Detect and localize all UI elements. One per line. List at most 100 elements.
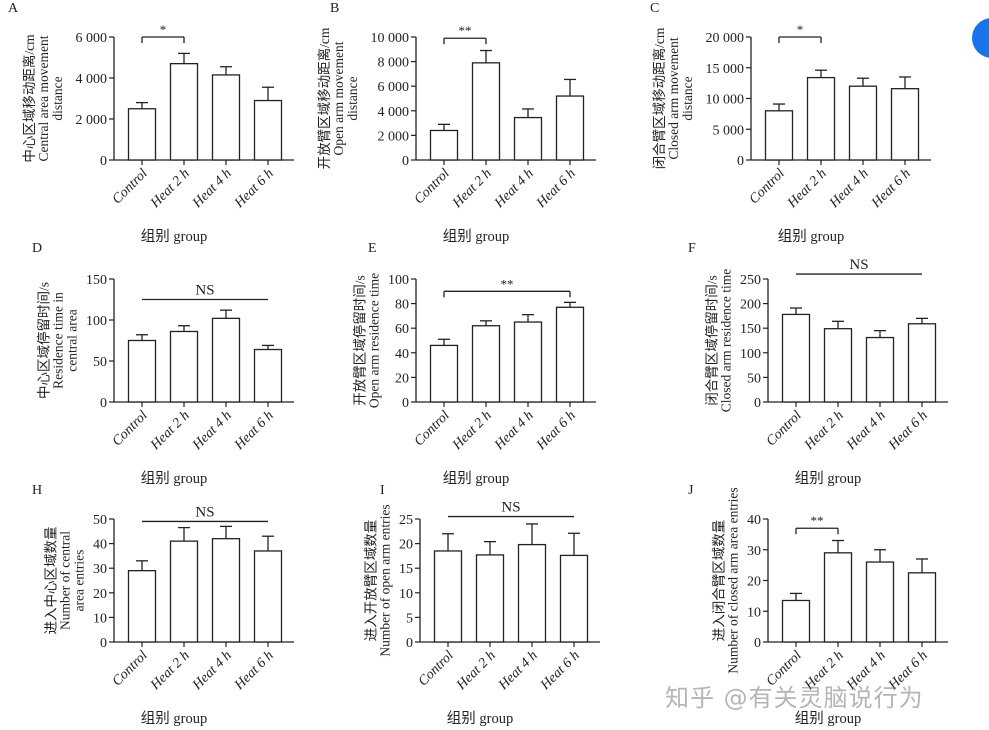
y-tick-label: 40 (93, 538, 107, 553)
bar-heat-4-h (211, 74, 241, 161)
panel-h: H 0 10 20 30 40 50 进入中心区域数量 Number of central are… (32, 483, 294, 727)
bar-heat-4-h (865, 561, 895, 643)
bar-control (433, 550, 463, 643)
y-tick-label: 30 (93, 562, 107, 577)
significance-label: NS (501, 500, 520, 516)
y-tick-label: 40 (395, 347, 409, 362)
bar-control (781, 313, 811, 403)
x-tick-label: Control (412, 166, 453, 207)
y-tick-label: 0 (402, 396, 409, 411)
x-tick-label: Heat 4 h (843, 408, 888, 453)
panel-i: I 0 5 10 15 20 25 进入开放臂区域数量 Number of open arm e… (364, 483, 600, 727)
bar-heat-4-h (211, 317, 241, 403)
significance-label: * (160, 22, 167, 37)
x-tick-label: Heat 6 h (537, 648, 582, 693)
y-axis-title-line: 开放臂区域移动距离/cm (316, 27, 332, 169)
y-axis-title-line: Open arm movement (331, 41, 346, 155)
bar-control (429, 344, 459, 403)
panel-label: D (32, 241, 42, 256)
y-tick-label: 10 (93, 611, 107, 626)
bar-control (127, 339, 157, 403)
y-tick-label: 60 (395, 322, 409, 337)
x-tick-label: Heat 2 h (147, 408, 192, 453)
bar-heat-6-h (253, 99, 283, 161)
panel-c: C 0 5 000 10 000 15 000 20 000 闭合臂区域移动距离/cm Clo… (650, 1, 931, 245)
y-tick-label: 25 (399, 513, 413, 528)
panel-f: F 0 50 100 150 200 250 闭合臂区域停留时间/s Closed arm re… (688, 241, 948, 487)
significance-label: NS (195, 504, 214, 520)
bar-heat-2-h (169, 63, 199, 161)
y-axis-title-line: Number of closed arm area entries (726, 487, 741, 673)
y-axis-title-line: Number of central (58, 531, 73, 630)
x-tick-label: Control (416, 648, 457, 689)
y-tick-label: 6 000 (378, 80, 410, 95)
bar-heat-6-h (559, 554, 589, 643)
bar-heat-2-h (823, 552, 853, 643)
panel-label: B (330, 1, 339, 16)
bar-control (781, 599, 811, 643)
bar-heat-6-h (907, 572, 937, 643)
bar-heat-2-h (169, 330, 199, 403)
bar-heat-2-h (806, 76, 836, 161)
x-axis-title: 组别 group (141, 470, 207, 487)
significance-label: * (797, 22, 804, 37)
x-tick-label: Heat 6 h (231, 648, 276, 693)
x-tick-label: Control (764, 408, 805, 449)
y-tick-label: 100 (740, 347, 761, 362)
x-tick-label: Control (110, 408, 151, 449)
panel-label: C (650, 1, 659, 16)
bar-heat-2-h (823, 328, 853, 403)
y-axis-title-line: 中心区域移动距离/cm (21, 34, 37, 163)
y-axis-title-line: central area (64, 309, 79, 372)
bar-heat-4-h (517, 543, 547, 643)
y-tick-label: 2 000 (76, 113, 108, 128)
y-tick-label: 50 (93, 355, 107, 370)
x-tick-label: Heat 6 h (231, 408, 276, 453)
x-axis-title: 组别 group (141, 710, 207, 727)
bar-heat-4-h (513, 116, 543, 161)
y-axis-title-line: Residence time in (50, 292, 65, 389)
bar-heat-6-h (907, 323, 937, 403)
x-tick-label: Heat 2 h (453, 648, 498, 693)
x-tick-label: Control (412, 408, 453, 449)
y-axis-title-line: 进入开放臂区域数量 (364, 520, 379, 642)
x-tick-label: Heat 2 h (801, 408, 846, 453)
bar-heat-2-h (471, 62, 501, 161)
y-axis-title-line: 进入中心区域数量 (44, 527, 59, 635)
y-axis-title-line: Number of open arm entries (378, 504, 393, 656)
x-tick-label: Heat 4 h (826, 166, 871, 211)
y-tick-label: 150 (740, 322, 761, 337)
bar-heat-6-h (253, 550, 283, 643)
y-tick-label: 50 (747, 371, 761, 386)
y-tick-label: 5 000 (713, 123, 745, 138)
significance-label: ** (459, 23, 472, 38)
significance-label: NS (849, 257, 868, 273)
y-tick-label: 20 000 (706, 31, 745, 46)
x-tick-label: Heat 4 h (495, 648, 540, 693)
y-tick-label: 0 (100, 154, 107, 169)
y-tick-label: 80 (395, 298, 409, 313)
y-axis-title-line: Open arm residence time (366, 273, 381, 408)
x-tick-label: Heat 4 h (189, 648, 234, 693)
y-axis-title-line: Closed arm movement (666, 37, 681, 159)
y-axis-title-line: distance (50, 76, 65, 120)
y-tick-label: 10 000 (371, 31, 410, 46)
y-tick-label: 15 (399, 562, 413, 577)
y-tick-label: 200 (740, 298, 761, 313)
x-tick-label: Heat 4 h (491, 166, 536, 211)
x-tick-label: Heat 4 h (491, 408, 536, 453)
bar-heat-6-h (253, 348, 283, 403)
y-tick-label: 20 (93, 587, 107, 602)
y-tick-label: 0 (100, 396, 107, 411)
bar-heat-2-h (475, 554, 505, 643)
y-tick-label: 0 (737, 154, 744, 169)
bar-heat-6-h (555, 95, 585, 161)
x-axis-title: 组别 group (443, 228, 509, 245)
bar-heat-4-h (513, 321, 543, 403)
y-axis-title-line: Closed arm residence time (718, 269, 733, 413)
watermark: 知乎 @有关灵脑说行为 (665, 684, 924, 712)
floating-action-button[interactable] (972, 18, 989, 58)
y-axis-title-line: 闭合臂区域移动距离/cm (651, 27, 667, 169)
y-tick-label: 4 000 (76, 72, 108, 87)
